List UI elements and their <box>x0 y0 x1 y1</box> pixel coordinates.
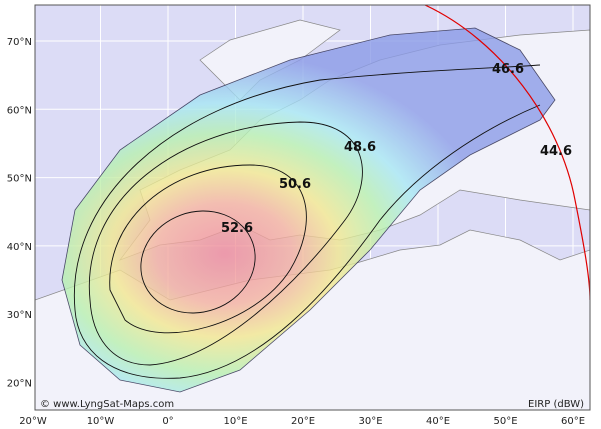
contour <box>140 210 256 314</box>
contour-label: 48.6 <box>344 140 376 155</box>
lat-label: 30°N <box>7 310 32 321</box>
lon-label: 60°E <box>561 416 585 427</box>
contour-label: 50.6 <box>279 177 311 192</box>
footprint-area <box>61 27 556 393</box>
labels: 52.6 50.6 48.6 46.6 44.6 © www.LyngSat-M… <box>7 37 585 427</box>
lon-label: 20°E <box>291 416 315 427</box>
lat-label: 40°N <box>7 242 32 253</box>
visibility-arc <box>424 5 590 301</box>
contours <box>73 64 541 379</box>
lon-label: 0° <box>162 416 173 427</box>
lon-label: 20°W <box>19 416 47 427</box>
lon-label: 10°E <box>223 416 247 427</box>
contour <box>88 121 363 366</box>
contour <box>73 64 541 379</box>
lat-label: 60°N <box>7 105 32 116</box>
unit-label: EIRP (dBW) <box>528 399 584 410</box>
lat-label: 70°N <box>7 37 32 48</box>
lon-label: 10°W <box>87 416 115 427</box>
credit: © www.LyngSat-Maps.com <box>40 399 174 410</box>
lon-label: 50°E <box>493 416 517 427</box>
lon-label: 40°E <box>426 416 450 427</box>
contour-label: 46.6 <box>492 62 524 77</box>
contour <box>109 164 307 334</box>
lat-label: 50°N <box>7 174 32 185</box>
contour-label: 44.6 <box>540 144 572 159</box>
contour-label: 52.6 <box>221 221 253 236</box>
frame <box>34 4 591 411</box>
lon-label: 30°E <box>358 416 382 427</box>
footprint <box>61 5 590 393</box>
lat-label: 20°N <box>7 379 32 390</box>
